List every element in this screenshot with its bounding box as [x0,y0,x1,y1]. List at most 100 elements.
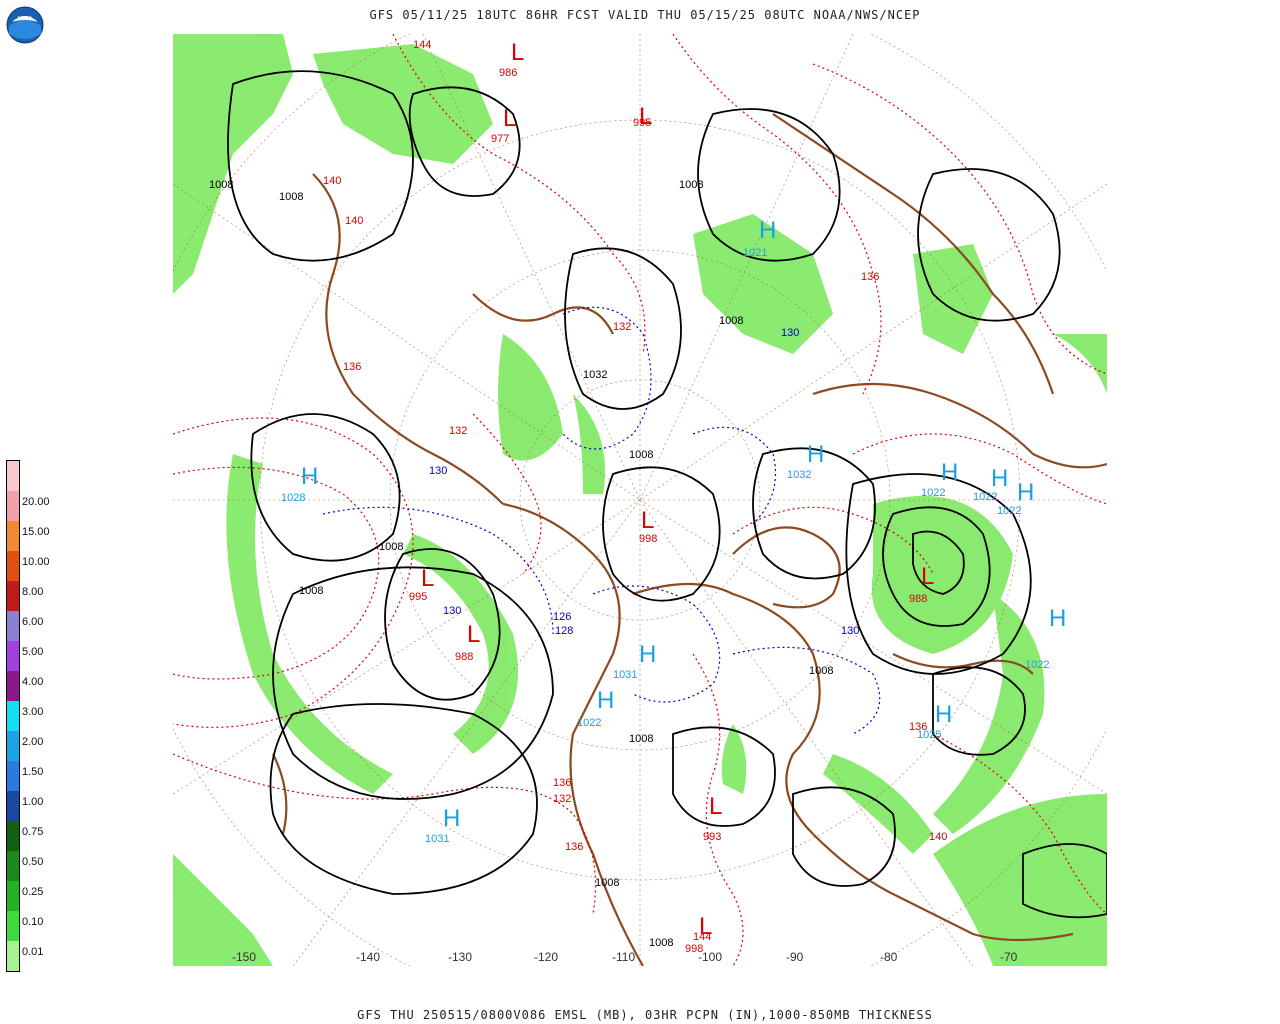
legend-label: 2.00 [22,736,44,748]
legend-label: 5.00 [22,646,44,658]
coastlines [272,113,1107,966]
low-letter: L [641,507,654,534]
longitude-label: -100 [698,950,723,964]
high-letter: H [935,701,952,728]
legend-swatch [7,911,19,941]
legend-label: 6.00 [22,616,44,628]
svg-text:1008: 1008 [679,179,703,191]
svg-text:140: 140 [323,175,341,187]
svg-text:132: 132 [613,321,631,333]
low-letter: L [503,105,516,132]
high-letter: H [1017,479,1034,506]
legend-label: 0.10 [22,916,44,928]
cold-thickness-contours [322,306,881,735]
svg-text:1008: 1008 [299,585,323,597]
high-value: 1028 [281,492,305,504]
svg-text:1008: 1008 [809,665,833,677]
low-letter: L [639,103,652,130]
legend-swatch [7,821,19,851]
svg-text:1008: 1008 [719,315,743,327]
high-value: 1032 [787,469,811,481]
svg-text:1032: 1032 [583,369,607,381]
legend-swatch [7,731,19,761]
svg-text:1008: 1008 [379,541,403,553]
high-value: 1022 [973,491,997,503]
low-value: 993 [703,831,721,843]
svg-text:1008: 1008 [595,877,619,889]
svg-text:144: 144 [693,931,711,943]
precip-legend [6,460,20,972]
longitude-label: -140 [356,950,381,964]
high-letter: H [807,441,824,468]
svg-text:126: 126 [553,611,571,623]
svg-text:1008: 1008 [629,449,653,461]
isobars [227,70,1107,919]
legend-label: 10.00 [22,556,50,568]
high-letter: H [941,459,958,486]
high-letter: H [597,687,614,714]
high-value: 1031 [613,669,637,681]
svg-text:136: 136 [861,271,879,283]
longitude-label: -80 [880,950,898,964]
low-letter: L [467,621,480,648]
legend-swatch [7,521,19,551]
low-centers: L 986 L 977 L 995 L 995 L 988 L 998 L 98… [409,39,934,955]
low-value: 995 [409,591,427,603]
legend-swatch [7,611,19,641]
svg-text:132: 132 [449,425,467,437]
high-letter: H [991,465,1008,492]
high-letter: H [443,805,460,832]
low-letter: L [421,565,434,592]
high-value: 1022 [577,717,601,729]
legend-label: 4.00 [22,676,44,688]
thickness-labels: 144 140 140 136 132 136 132 136 140 144 … [323,39,947,943]
high-value: 1025 [917,729,941,741]
svg-text:132: 132 [553,793,571,805]
svg-text:136: 136 [343,361,361,373]
longitude-label: -70 [1000,950,1018,964]
weather-map: H 1028 H 1021 H 1032 H 1022 H 1022 H 102… [173,34,1107,966]
svg-text:140: 140 [929,831,947,843]
low-letter: L [709,793,722,820]
svg-text:136: 136 [553,777,571,789]
legend-swatch [7,701,19,731]
map-footer: GFS THU 250515/0800V086 EMSL (MB), 03HR … [357,1008,933,1022]
latlon-grid [173,34,1107,966]
legend-label: 8.00 [22,586,44,598]
longitude-label: -150 [232,950,257,964]
svg-text:128: 128 [555,625,573,637]
noaa-logo-icon: NOAA [6,6,44,44]
isobar-labels: 1008 1008 1008 1008 1008 1008 1008 1008 … [209,179,833,949]
legend-label: 20.00 [22,496,50,508]
longitude-label: -90 [786,950,804,964]
low-value: 977 [491,133,509,145]
map-title: GFS 05/11/25 18UTC 86HR FCST VALID THU 0… [369,8,921,22]
high-value: 1021 [743,247,767,259]
longitude-label: -110 [612,950,636,964]
high-letter: H [1049,605,1066,632]
svg-text:130: 130 [429,465,447,477]
svg-text:1008: 1008 [649,937,673,949]
legend-swatch [7,671,19,701]
longitude-label: -130 [448,950,473,964]
legend-label: 15.00 [22,526,50,538]
svg-text:130: 130 [781,327,799,339]
low-value: 988 [909,593,927,605]
legend-label: 0.01 [22,946,44,958]
legend-label: 0.25 [22,886,44,898]
legend-label: 0.50 [22,856,44,868]
high-letter: H [301,463,318,490]
legend-label: 3.00 [22,706,44,718]
svg-text:136: 136 [565,841,583,853]
low-letter: L [921,563,934,590]
svg-text:130: 130 [443,605,461,617]
legend-swatch [7,941,19,971]
low-letter: L [511,39,524,66]
legend-swatch [7,641,19,671]
legend-swatch [7,851,19,881]
svg-text:140: 140 [345,215,363,227]
legend-swatch [7,581,19,611]
cold-thickness-labels: 130 128 126 130 130 130 [429,327,859,637]
high-value: 1022 [1025,659,1049,671]
svg-text:130: 130 [841,625,859,637]
